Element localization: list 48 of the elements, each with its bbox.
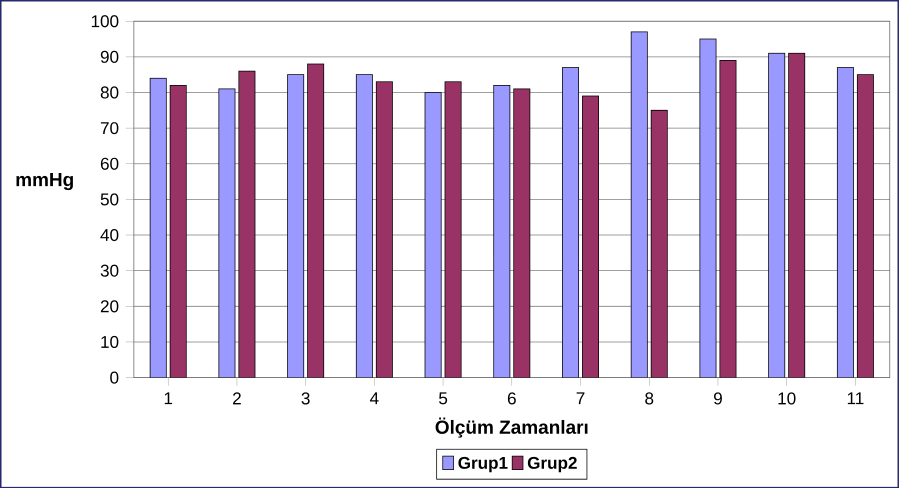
- bar: [856, 74, 874, 378]
- bar: [699, 38, 716, 378]
- bar: [150, 78, 167, 378]
- y-tick-label: 90: [100, 50, 118, 63]
- bar: [630, 31, 648, 378]
- x-tick-label: 2: [233, 392, 241, 404]
- y-tick-label: 60: [100, 158, 118, 170]
- bar: [356, 74, 373, 378]
- bar: [582, 95, 599, 378]
- y-tick-label: 80: [100, 86, 118, 98]
- y-tick-label: 100: [92, 14, 118, 28]
- x-tick-label: 8: [645, 392, 654, 404]
- bar: [170, 84, 187, 378]
- x-tick-label: 4: [370, 392, 379, 404]
- y-tick-label: 0: [110, 371, 118, 384]
- bar: [788, 52, 806, 378]
- y-tick-label: 70: [100, 122, 118, 134]
- bar: [238, 70, 256, 378]
- x-tick-label: 6: [508, 392, 516, 404]
- bar: [376, 81, 393, 378]
- y-tick-label: 10: [101, 336, 118, 348]
- bar: [287, 74, 304, 378]
- y-tick-label: 40: [100, 228, 118, 241]
- x-tick-label: 11: [848, 392, 864, 404]
- x-tick-label: 5: [439, 392, 448, 404]
- x-tick-label: 9: [714, 392, 722, 404]
- y-tick-label: 50: [100, 193, 118, 206]
- bar: [307, 63, 324, 378]
- y-tick-label: 30: [100, 264, 118, 277]
- x-tick-label: 1: [164, 392, 172, 404]
- bar: [562, 66, 580, 378]
- bar: [444, 81, 462, 378]
- bar: [513, 88, 530, 378]
- x-tick-label: 3: [302, 392, 310, 404]
- legend-label: Grup2: [528, 456, 577, 472]
- y-axis-title: mmHg: [16, 172, 73, 190]
- bar: [836, 66, 854, 378]
- y-tick-label: 20: [100, 300, 118, 312]
- bar: [719, 60, 736, 378]
- x-tick-label: 7: [576, 392, 584, 404]
- legend-label: Grup1: [458, 456, 508, 472]
- bar: [768, 52, 786, 378]
- bar: [218, 88, 236, 378]
- bar: [424, 92, 442, 378]
- bar: [650, 110, 668, 378]
- x-tick-label: 10: [778, 392, 796, 404]
- bar: [493, 84, 510, 378]
- x-axis-title: Ölçüm Zamanları: [436, 417, 588, 438]
